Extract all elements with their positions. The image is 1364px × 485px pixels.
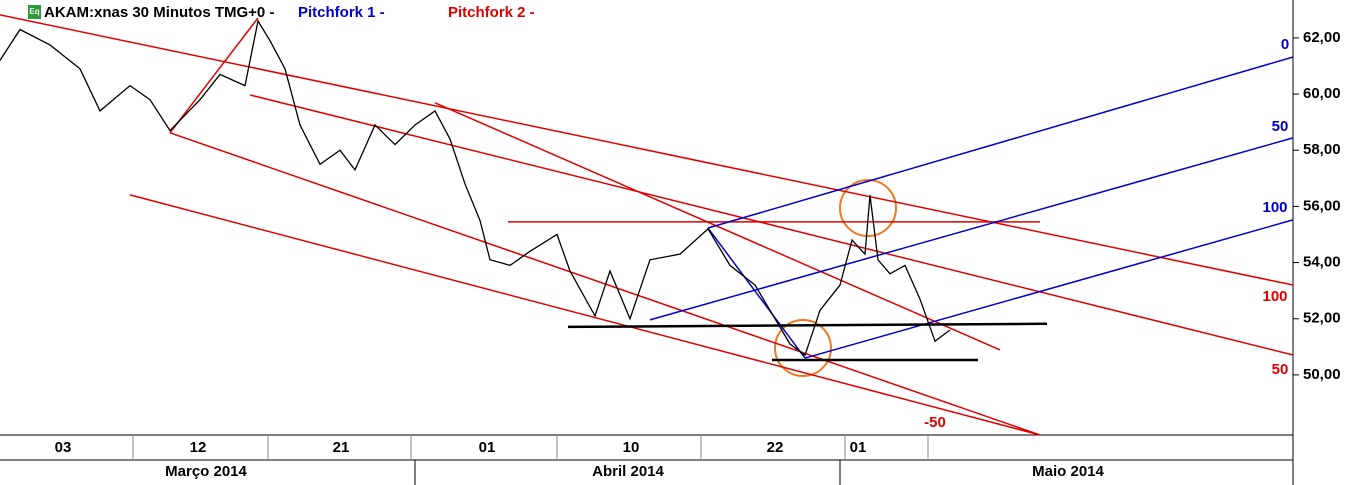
y-tick-label: 58,00 <box>1303 141 1341 158</box>
y-tick-label: 62,00 <box>1303 29 1341 46</box>
y-tick-label: 50,00 <box>1303 366 1341 383</box>
icon <box>28 5 41 19</box>
drawing-line <box>707 227 806 359</box>
drawing-line <box>804 219 1294 359</box>
chart-title: AKAM:xnas 30 Minutos TMG+0 - <box>44 4 274 21</box>
drawing-line <box>249 94 1294 356</box>
month-label: Março 2014 <box>165 463 247 480</box>
fork-level-label: 100 <box>1262 199 1287 216</box>
fork-level-label: 50 <box>1272 361 1289 378</box>
month-label: Abril 2014 <box>592 463 664 480</box>
drawing-line <box>129 194 1041 436</box>
legend-entry: Pitchfork 2 - <box>448 4 535 21</box>
drawing-line <box>169 17 259 134</box>
y-tick-label: 60,00 <box>1303 85 1341 102</box>
drawing-line <box>434 102 1001 351</box>
x-tick-label: 12 <box>190 439 207 456</box>
price-line <box>0 19 951 357</box>
y-tick-label: 52,00 <box>1303 310 1341 327</box>
fork-level-label: 0 <box>1281 36 1289 53</box>
icon-label: Eq <box>29 7 39 16</box>
fork-level-label: 100 <box>1262 288 1287 305</box>
legend-entry: Pitchfork 1 - <box>298 4 385 21</box>
x-tick-label: 10 <box>623 439 640 456</box>
fork-level-label: 50 <box>1272 118 1289 135</box>
drawing-line <box>0 14 1294 286</box>
y-tick-label: 56,00 <box>1303 197 1341 214</box>
x-tick-label: 01 <box>850 439 867 456</box>
y-tick-label: 54,00 <box>1303 254 1341 271</box>
x-tick-label: 01 <box>479 439 496 456</box>
x-tick-label: 03 <box>55 439 72 456</box>
x-tick-label: 21 <box>333 439 350 456</box>
x-tick-label: 22 <box>767 439 784 456</box>
drawing-line <box>707 56 1294 229</box>
fork-level-label: -50 <box>924 414 946 431</box>
drawing-line <box>567 322 1048 329</box>
drawing-line <box>169 132 1041 436</box>
highlight-circle <box>839 179 897 237</box>
highlight-circle <box>774 319 832 377</box>
month-label: Maio 2014 <box>1032 463 1104 480</box>
